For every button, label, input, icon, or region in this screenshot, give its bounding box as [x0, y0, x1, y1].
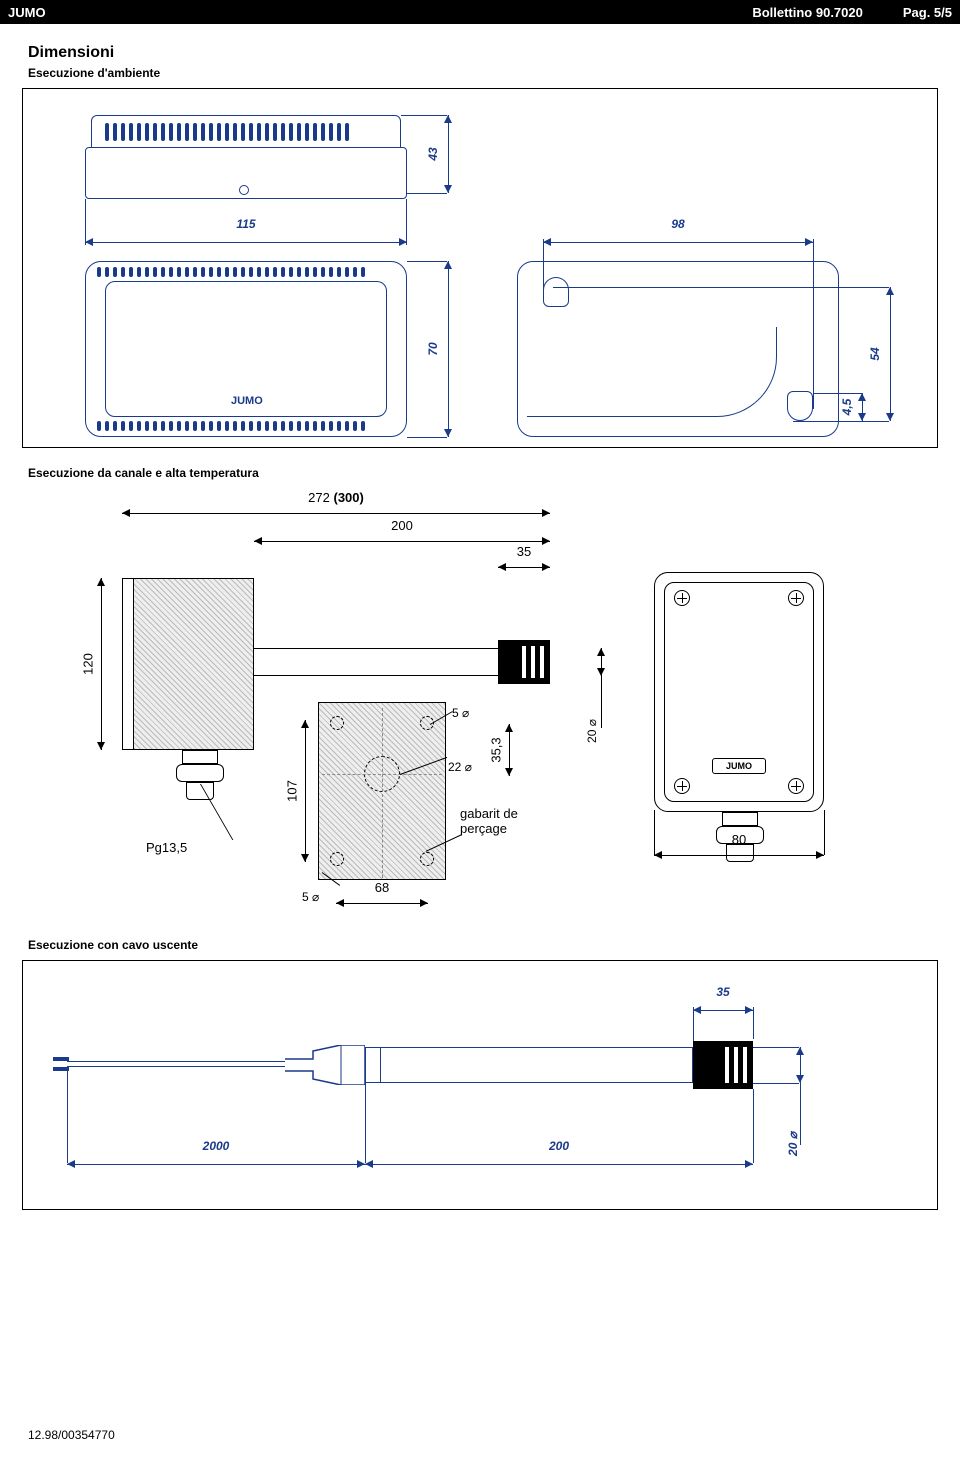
front-brand-label: JUMO [231, 395, 263, 407]
subheading-ambient: Esecuzione d'ambiente [0, 64, 960, 88]
dim-top-height: 43 [441, 115, 455, 193]
dim-box-height: 120 [94, 578, 108, 750]
header-page: Pag. 5/5 [903, 5, 952, 20]
drill-label: gabarit de perçage [460, 806, 518, 836]
dim-back-offset: 4,5 [855, 393, 869, 421]
page-header: JUMO Bollettino 90.7020 Pag. 5/5 [0, 0, 960, 24]
drawing-ambient: 43 115 [22, 88, 938, 448]
dim-flange-height: 107 [298, 720, 312, 862]
flange-corner-dia: 5 ⌀ [302, 890, 319, 904]
dim-remote-probe-dia [793, 1047, 807, 1083]
dim-top-width: 115 [85, 235, 407, 249]
subheading-duct: Esecuzione da canale e alta temperatura [0, 448, 960, 488]
dim-tip-length: 35 [498, 560, 550, 574]
footer-docref: 12.98/00354770 [28, 1428, 115, 1442]
dim-remote-tip: 35 [693, 1003, 753, 1017]
dim-back-width: 98 [543, 235, 813, 249]
dim-total-length: 272 (300) [122, 506, 550, 520]
dim-front-width: 80 [654, 848, 824, 862]
dim-probe-length: 200 [254, 534, 550, 548]
dim-cable-length: 2000 [67, 1157, 365, 1171]
dim-flange-pitch: 35,3 [502, 724, 516, 776]
header-brand: JUMO [8, 5, 46, 20]
dim-front-height: 70 [441, 261, 455, 437]
dim-probe-dia [594, 648, 608, 676]
dim-back-height: 54 [883, 287, 897, 421]
drawing-remote: 35 2000 200 [22, 960, 938, 1210]
dim-remote-probe-length: 200 [365, 1157, 753, 1171]
dim-flange-width: 68 [336, 896, 428, 910]
connector-icon [285, 1045, 365, 1085]
subheading-remote: Esecuzione con cavo uscente [0, 928, 960, 960]
section-title: Dimensioni [0, 24, 960, 64]
gland-label: Pg13,5 [146, 840, 187, 855]
header-bulletin: Bollettino 90.7020 [742, 5, 903, 20]
